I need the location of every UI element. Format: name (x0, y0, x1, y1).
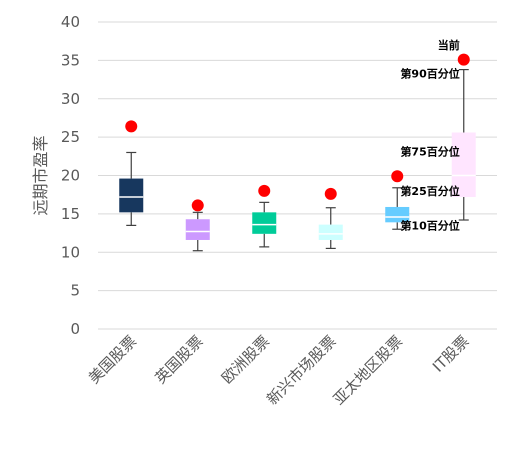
category-label: IT股票 (429, 332, 473, 376)
annotation-label: 第10百分位 (400, 218, 459, 232)
current-marker (391, 170, 404, 183)
y-tick-label: 0 (70, 320, 80, 338)
current-marker (324, 187, 337, 200)
y-tick-label: 10 (61, 243, 80, 261)
box-0 (119, 120, 144, 226)
annotation-label: 当前 (438, 38, 460, 52)
annotation-label: 第25百分位 (400, 184, 459, 198)
y-axis-label: 远期市盈率 (31, 135, 50, 215)
y-tick-label: 40 (61, 13, 80, 31)
y-axis-ticks: 0 5 10 15 20 25 30 35 40 (61, 13, 80, 338)
box-1 (185, 199, 210, 252)
annotation-label: 第75百分位 (400, 145, 459, 159)
box-series (119, 53, 476, 252)
y-tick-label: 5 (70, 282, 80, 300)
category-label: 新兴市场股票 (263, 332, 339, 408)
box-3 (318, 187, 343, 250)
iqr-box (451, 132, 476, 197)
y-tick-label: 35 (61, 51, 80, 69)
box-2 (252, 184, 277, 248)
y-tick-label: 30 (61, 90, 80, 108)
y-tick-label: 25 (61, 128, 80, 146)
current-marker (191, 199, 204, 212)
annotation-label: 第90百分位 (400, 66, 459, 80)
box-5 (451, 53, 476, 221)
category-label: 亚太地区股票 (330, 332, 406, 408)
current-marker (258, 184, 271, 197)
iqr-box (252, 212, 277, 234)
current-marker (457, 53, 470, 66)
iqr-box (318, 224, 343, 240)
iqr-box (185, 219, 210, 240)
iqr-box (119, 178, 144, 213)
y-tick-label: 20 (61, 167, 80, 185)
y-tick-label: 15 (61, 205, 80, 223)
category-label: 美国股票 (85, 332, 140, 387)
box-4 (385, 170, 410, 230)
iqr-box (385, 206, 410, 223)
category-label: 欧洲股票 (218, 332, 273, 387)
gridlines (98, 21, 497, 330)
current-marker (125, 120, 138, 133)
category-label: 英国股票 (151, 332, 206, 387)
